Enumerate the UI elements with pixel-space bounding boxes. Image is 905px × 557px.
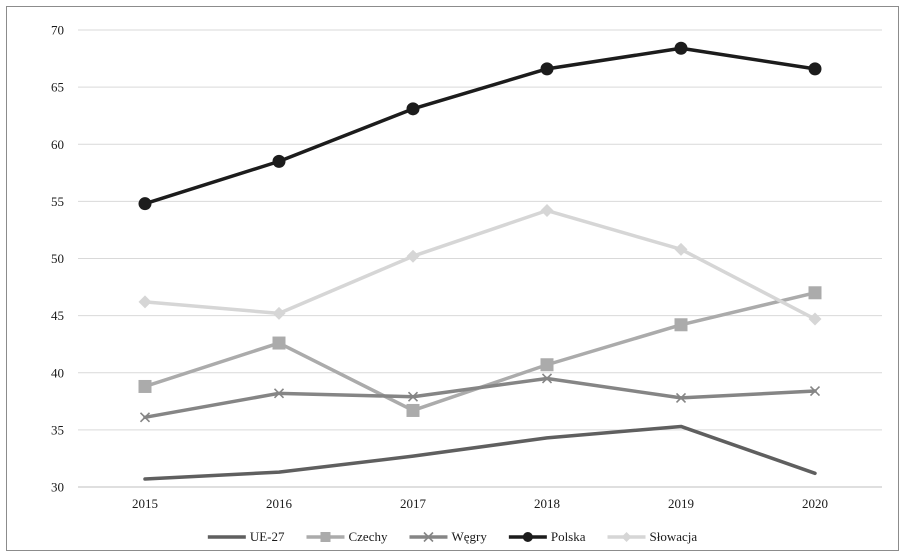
- y-tick-label: 35: [51, 422, 64, 437]
- data-point: [808, 286, 822, 300]
- legend-entry: Węgry: [409, 529, 487, 544]
- gridlines: [78, 29, 882, 431]
- data-point: [674, 242, 688, 256]
- y-axis-ticks: 30 35 40 45 50 55 60 65 70: [51, 23, 64, 495]
- legend-entry: Słowacja: [607, 529, 698, 544]
- series-group: [138, 41, 822, 481]
- data-point: [272, 336, 286, 350]
- data-point: [272, 154, 286, 168]
- legend-swatch-marker: [423, 531, 434, 543]
- data-point: [138, 197, 152, 211]
- legend-label: Czechy: [348, 529, 387, 544]
- data-point: [407, 391, 419, 402]
- y-tick-label: 30: [51, 480, 64, 495]
- data-point: [540, 358, 554, 372]
- x-tick-label: 2015: [132, 496, 158, 511]
- data-point: [808, 62, 822, 76]
- legend-swatch-marker: [522, 532, 533, 542]
- y-tick-label: 55: [51, 194, 64, 209]
- y-tick-label: 50: [51, 251, 64, 266]
- legend-label: Węgry: [451, 529, 487, 544]
- data-point: [406, 249, 420, 263]
- series-węgry: [139, 373, 821, 423]
- series-line: [143, 424, 817, 481]
- x-tick-label: 2016: [266, 496, 293, 511]
- legend-entry: Czechy: [306, 529, 388, 544]
- data-point: [808, 312, 822, 326]
- legend-entry: Polska: [508, 529, 586, 544]
- y-tick-label: 45: [51, 308, 64, 323]
- x-tick-label: 2017: [400, 496, 427, 511]
- data-point: [675, 392, 687, 403]
- x-tick-label: 2020: [802, 496, 828, 511]
- series-line: [143, 46, 817, 206]
- data-point: [541, 373, 553, 384]
- x-axis-ticks: 2015 2016 2017 2018 2019 2020: [132, 496, 828, 511]
- series-słowacja: [138, 204, 822, 326]
- y-tick-label: 40: [51, 365, 64, 380]
- y-tick-label: 60: [51, 137, 64, 152]
- legend-swatch-marker: [320, 532, 331, 542]
- data-point: [406, 403, 420, 417]
- data-point: [272, 306, 286, 320]
- data-point: [674, 318, 688, 332]
- data-point: [138, 295, 152, 309]
- series-ue-27: [143, 424, 817, 481]
- series-polska: [138, 41, 822, 211]
- x-tick-label: 2019: [668, 496, 694, 511]
- data-point: [540, 62, 554, 76]
- legend: UE-27 Czechy Węgry Polska Słowacja: [207, 529, 698, 544]
- data-point: [273, 388, 285, 399]
- legend-label: Słowacja: [650, 529, 698, 544]
- legend-entry: UE-27: [207, 529, 285, 544]
- data-point: [139, 412, 151, 423]
- series-line: [143, 208, 817, 321]
- legend-label: Polska: [551, 529, 586, 544]
- legend-swatch-marker: [621, 532, 632, 542]
- data-point: [674, 41, 688, 55]
- data-point: [406, 102, 420, 116]
- data-point: [138, 379, 152, 393]
- data-point: [540, 204, 554, 218]
- data-point: [809, 385, 821, 397]
- legend-label: UE-27: [250, 529, 285, 544]
- y-tick-label: 70: [51, 23, 64, 38]
- y-tick-label: 65: [51, 80, 64, 95]
- series-line: [143, 376, 817, 420]
- x-tick-label: 2018: [534, 496, 560, 511]
